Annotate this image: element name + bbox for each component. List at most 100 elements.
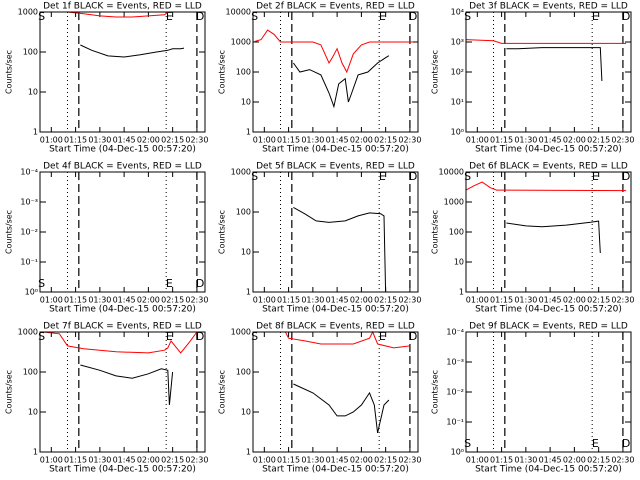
x-axis-label: Start Time (04-Dec-15 00:57:20) <box>49 305 196 315</box>
x-axis-label: Start Time (04-Dec-15 00:57:20) <box>475 465 622 475</box>
y-tick-label: 100 <box>23 48 38 57</box>
y-axis-label: Counts/sec <box>431 370 440 414</box>
y-tick-label: 1 <box>246 288 251 297</box>
x-tick-label: 02:30 <box>185 456 208 465</box>
x-tick-label: 01:45 <box>326 136 349 145</box>
x-tick-label: 01:15 <box>277 456 300 465</box>
x-tick-label: 02:00 <box>350 296 373 305</box>
chart-title: Det 8f BLACK = Events, RED = LLD <box>256 322 415 332</box>
y-tick-label: 10 <box>454 258 464 267</box>
y-axis-label: Counts/sec <box>218 210 227 254</box>
chart-title: Det 1f BLACK = Events, RED = LLD <box>43 2 202 12</box>
x-tick-label: 02:30 <box>611 456 634 465</box>
y-tick-label: 10⁻³ <box>20 198 38 207</box>
x-tick-label: 01:15 <box>64 296 87 305</box>
y-axis-label: Counts/sec <box>218 50 227 94</box>
x-tick-label: 02:15 <box>374 136 397 145</box>
annotation: S <box>464 170 471 183</box>
x-tick-label: 01:00 <box>40 456 63 465</box>
plot-frame <box>252 331 419 453</box>
y-tick-label: 1000 <box>18 8 38 17</box>
y-tick-label: 1 <box>246 128 251 137</box>
x-tick-label: 01:30 <box>301 136 324 145</box>
y-tick-label: 1 <box>459 288 464 297</box>
plot-frame <box>252 11 419 133</box>
chart-title: Det 9f BLACK = Events, RED = LLD <box>469 322 628 332</box>
y-tick-label: 1 <box>33 448 38 457</box>
y-tick-label: 10 <box>241 98 251 107</box>
x-tick-label: 01:15 <box>490 136 513 145</box>
annotation: E <box>379 330 386 343</box>
y-axis-label: Counts/sec <box>431 50 440 94</box>
y-tick-label: 10000 <box>226 8 251 17</box>
x-tick-label: 01:30 <box>514 136 537 145</box>
x-tick-label: 02:30 <box>185 136 208 145</box>
x-tick-label: 01:00 <box>466 456 489 465</box>
annotation: D <box>409 170 417 183</box>
annotation: D <box>196 330 204 343</box>
x-tick-label: 02:00 <box>137 136 160 145</box>
plot-frame <box>465 11 632 133</box>
series-line <box>293 383 390 434</box>
y-tick-label: 1 <box>246 448 251 457</box>
annotation: D <box>622 170 630 183</box>
x-tick-label: 01:15 <box>64 136 87 145</box>
x-axis-label: Start Time (04-Dec-15 00:57:20) <box>475 305 622 315</box>
y-tick-label: 10⁻² <box>20 228 38 237</box>
x-tick-label: 02:15 <box>374 456 397 465</box>
y-tick-label: 1000 <box>231 328 251 337</box>
annotation: D <box>622 437 630 450</box>
y-tick-label: 10000 <box>439 168 464 177</box>
series-line <box>506 47 603 82</box>
plot-frame <box>39 171 206 293</box>
y-tick-label: 10⁰ <box>451 128 464 137</box>
chart-title: Det 2f BLACK = Events, RED = LLD <box>256 2 415 12</box>
annotation: S <box>38 330 45 343</box>
x-tick-label: 02:30 <box>398 136 421 145</box>
plot-frame <box>39 331 206 453</box>
x-tick-label: 02:00 <box>563 136 586 145</box>
y-tick-label: 10⁻³ <box>446 358 464 367</box>
x-tick-label: 01:15 <box>490 456 513 465</box>
y-tick-label: 10⁻⁴ <box>20 168 38 177</box>
x-tick-label: 02:15 <box>587 296 610 305</box>
x-tick-label: 02:00 <box>563 296 586 305</box>
annotation: E <box>166 330 173 343</box>
x-axis-label: Start Time (04-Dec-15 00:57:20) <box>49 465 196 475</box>
x-tick-label: 01:45 <box>539 296 562 305</box>
annotation: E <box>592 437 599 450</box>
y-tick-label: 100 <box>236 368 251 377</box>
y-tick-label: 10 <box>28 88 38 97</box>
x-axis-label: Start Time (04-Dec-15 00:57:20) <box>262 145 409 155</box>
annotation: D <box>409 330 417 343</box>
chart-title: Det 4f BLACK = Events, RED = LLD <box>43 162 202 172</box>
x-axis-label: Start Time (04-Dec-15 00:57:20) <box>262 465 409 475</box>
series-line <box>292 55 390 109</box>
x-tick-label: 01:45 <box>539 456 562 465</box>
x-tick-label: 01:15 <box>277 136 300 145</box>
y-tick-label: 10⁻¹ <box>20 258 38 267</box>
annotation: E <box>166 277 173 290</box>
chart-title: Det 5f BLACK = Events, RED = LLD <box>256 162 415 172</box>
x-tick-label: 01:30 <box>88 136 111 145</box>
x-tick-label: 02:15 <box>161 136 184 145</box>
x-tick-label: 01:30 <box>514 296 537 305</box>
annotation: S <box>38 10 45 23</box>
annotation: S <box>251 330 258 343</box>
annotation: D <box>409 10 417 23</box>
x-axis-label: Start Time (04-Dec-15 00:57:20) <box>475 145 622 155</box>
annotation: S <box>251 10 258 23</box>
y-tick-label: 10⁰ <box>25 288 38 297</box>
annotation: E <box>379 170 386 183</box>
chart-title: Det 3f BLACK = Events, RED = LLD <box>469 2 628 12</box>
y-tick-label: 1000 <box>231 168 251 177</box>
x-tick-label: 01:00 <box>253 136 276 145</box>
y-axis-label: Counts/sec <box>431 210 440 254</box>
y-tick-label: 100 <box>449 228 464 237</box>
x-tick-label: 01:45 <box>326 456 349 465</box>
y-tick-label: 10² <box>451 68 464 77</box>
annotation: E <box>166 10 173 23</box>
chart-title: Det 7f BLACK = Events, RED = LLD <box>43 322 202 332</box>
x-axis-label: Start Time (04-Dec-15 00:57:20) <box>49 145 196 155</box>
